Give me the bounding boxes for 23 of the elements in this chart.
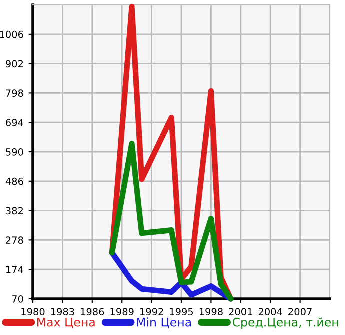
x-tick-label: 1992 (140, 308, 164, 316)
x-tick-label: 1986 (81, 308, 104, 316)
x-tick-label: 1980 (22, 308, 45, 316)
y-tick-label: 70 (12, 295, 24, 303)
y-tick-label: 902 (6, 60, 23, 68)
y-tick-label: 382 (6, 207, 23, 215)
y-tick-label: 590 (6, 148, 24, 156)
y-tick-label: 278 (6, 236, 24, 244)
y-tick-label: 694 (6, 119, 24, 126)
legend-label: Сред.Цена, т.йен (232, 318, 338, 330)
y-tick-label: 174 (6, 266, 24, 274)
y-tick-label: 798 (6, 90, 24, 98)
x-tick-label: 2007 (288, 308, 312, 316)
x-tick-label: 1989 (110, 308, 134, 316)
legend-label: Min Цена (137, 318, 192, 328)
y-tick-label: 486 (6, 178, 24, 186)
x-tick-label: 1998 (200, 308, 223, 316)
x-tick-label: 2004 (258, 308, 282, 316)
x-tick-label: 1983 (51, 308, 74, 316)
legend-label: Max Цена (38, 318, 95, 328)
x-tick-label: 2001 (229, 308, 252, 316)
y-tick-label: 1006 (0, 30, 24, 38)
x-tick-label: 1995 (170, 308, 194, 316)
